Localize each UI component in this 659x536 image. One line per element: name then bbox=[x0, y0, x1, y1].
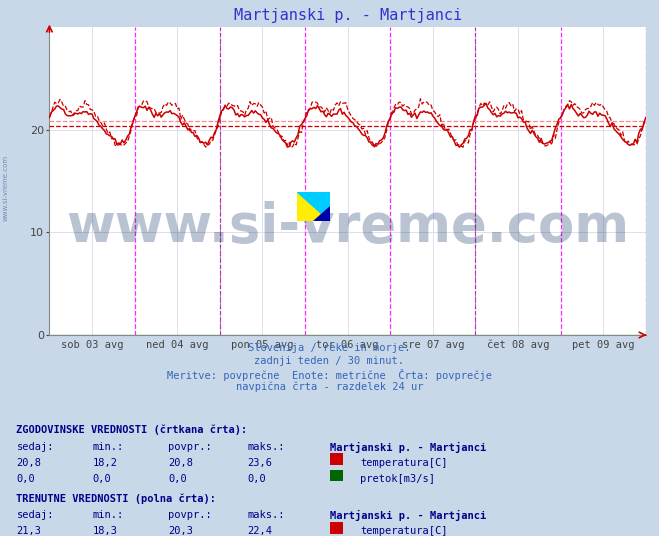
Text: 0,0: 0,0 bbox=[247, 474, 266, 484]
Polygon shape bbox=[313, 206, 330, 221]
Text: www.si-vreme.com: www.si-vreme.com bbox=[2, 154, 9, 221]
Text: pretok[m3/s]: pretok[m3/s] bbox=[360, 474, 436, 484]
Text: sedaj:: sedaj: bbox=[16, 510, 54, 520]
Text: 0,0: 0,0 bbox=[92, 474, 111, 484]
Text: min.:: min.: bbox=[92, 442, 123, 452]
Text: 23,6: 23,6 bbox=[247, 458, 272, 468]
Text: 20,8: 20,8 bbox=[168, 458, 193, 468]
Text: sedaj:: sedaj: bbox=[16, 442, 54, 452]
Text: maks.:: maks.: bbox=[247, 442, 285, 452]
Text: 22,4: 22,4 bbox=[247, 526, 272, 536]
Text: temperatura[C]: temperatura[C] bbox=[360, 458, 448, 468]
Text: 20,8: 20,8 bbox=[16, 458, 42, 468]
Text: Martjanski p. - Martjanci: Martjanski p. - Martjanci bbox=[330, 510, 486, 522]
Text: navpična črta - razdelek 24 ur: navpična črta - razdelek 24 ur bbox=[236, 382, 423, 392]
Text: www.si-vreme.com: www.si-vreme.com bbox=[66, 201, 629, 253]
Text: Meritve: povprečne  Enote: metrične  Črta: povprečje: Meritve: povprečne Enote: metrične Črta:… bbox=[167, 369, 492, 381]
Title: Martjanski p. - Martjanci: Martjanski p. - Martjanci bbox=[233, 8, 462, 23]
Text: maks.:: maks.: bbox=[247, 510, 285, 520]
Text: 0,0: 0,0 bbox=[16, 474, 35, 484]
Text: ZGODOVINSKE VREDNOSTI (črtkana črta):: ZGODOVINSKE VREDNOSTI (črtkana črta): bbox=[16, 425, 248, 435]
Text: 0,0: 0,0 bbox=[168, 474, 186, 484]
Text: TRENUTNE VREDNOSTI (polna črta):: TRENUTNE VREDNOSTI (polna črta): bbox=[16, 493, 216, 504]
Text: Martjanski p. - Martjanci: Martjanski p. - Martjanci bbox=[330, 442, 486, 453]
Text: temperatura[C]: temperatura[C] bbox=[360, 526, 448, 536]
Text: zadnji teden / 30 minut.: zadnji teden / 30 minut. bbox=[254, 356, 405, 366]
Text: 21,3: 21,3 bbox=[16, 526, 42, 536]
Text: 18,3: 18,3 bbox=[92, 526, 117, 536]
Text: Slovenija / reke in morje.: Slovenija / reke in morje. bbox=[248, 343, 411, 353]
Text: min.:: min.: bbox=[92, 510, 123, 520]
Text: povpr.:: povpr.: bbox=[168, 442, 212, 452]
Text: 18,2: 18,2 bbox=[92, 458, 117, 468]
Text: povpr.:: povpr.: bbox=[168, 510, 212, 520]
Polygon shape bbox=[297, 192, 330, 221]
Text: 20,3: 20,3 bbox=[168, 526, 193, 536]
